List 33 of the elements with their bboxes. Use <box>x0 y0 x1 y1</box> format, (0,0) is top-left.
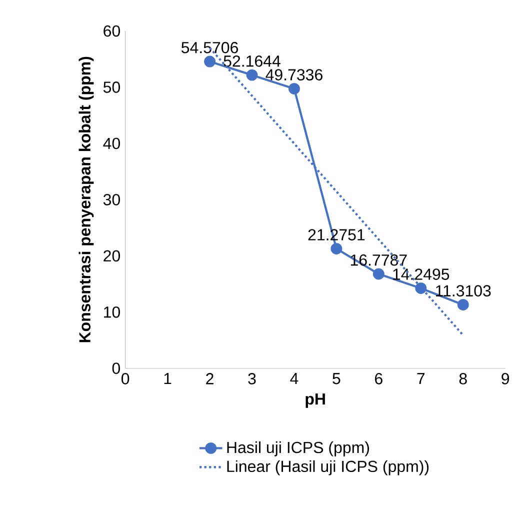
data-label: 54.5706 <box>182 42 238 54</box>
point <box>246 69 258 81</box>
legend-label: Hasil uji ICPS (ppm) <box>227 441 369 456</box>
point <box>372 268 384 280</box>
point <box>330 242 342 254</box>
x-tick-label: 7 <box>417 373 425 384</box>
x-tick-label: 5 <box>332 373 340 384</box>
y-tick-label: 0 <box>112 362 120 374</box>
y-tick-label: 20 <box>104 250 120 262</box>
data-label: 11.3103 <box>436 285 491 296</box>
y-axis-title: Konsentrasi penyerapan kobalt (ppm) <box>78 56 94 342</box>
point <box>288 82 300 94</box>
x-tick-label: 8 <box>459 373 467 384</box>
x-tick-label: 6 <box>375 373 382 384</box>
x-axis-title: pH <box>306 394 325 408</box>
x-tick-label: 9 <box>502 373 510 384</box>
point <box>204 56 216 68</box>
data-label: 14.2495 <box>393 268 450 280</box>
y-tick-label: 40 <box>103 138 120 150</box>
y-tick-label: 50 <box>103 82 120 93</box>
y-tick-label: 30 <box>103 194 120 206</box>
y-tick-label: 60 <box>104 25 120 37</box>
point <box>415 282 427 294</box>
x-tick-label: 4 <box>290 373 298 384</box>
point <box>457 299 469 310</box>
y-tick-label: 10 <box>104 306 120 318</box>
x-tick-label: 2 <box>206 373 214 384</box>
x-tick-label: 3 <box>248 373 256 384</box>
data-label: 52.1644 <box>224 55 280 67</box>
x-tick-label: 0 <box>122 373 130 384</box>
data-label: 49.7336 <box>266 69 322 80</box>
legend-label: Linear (Hasil uji ICPS (ppm)) <box>227 460 429 476</box>
x-tick-label: 1 <box>164 373 172 384</box>
